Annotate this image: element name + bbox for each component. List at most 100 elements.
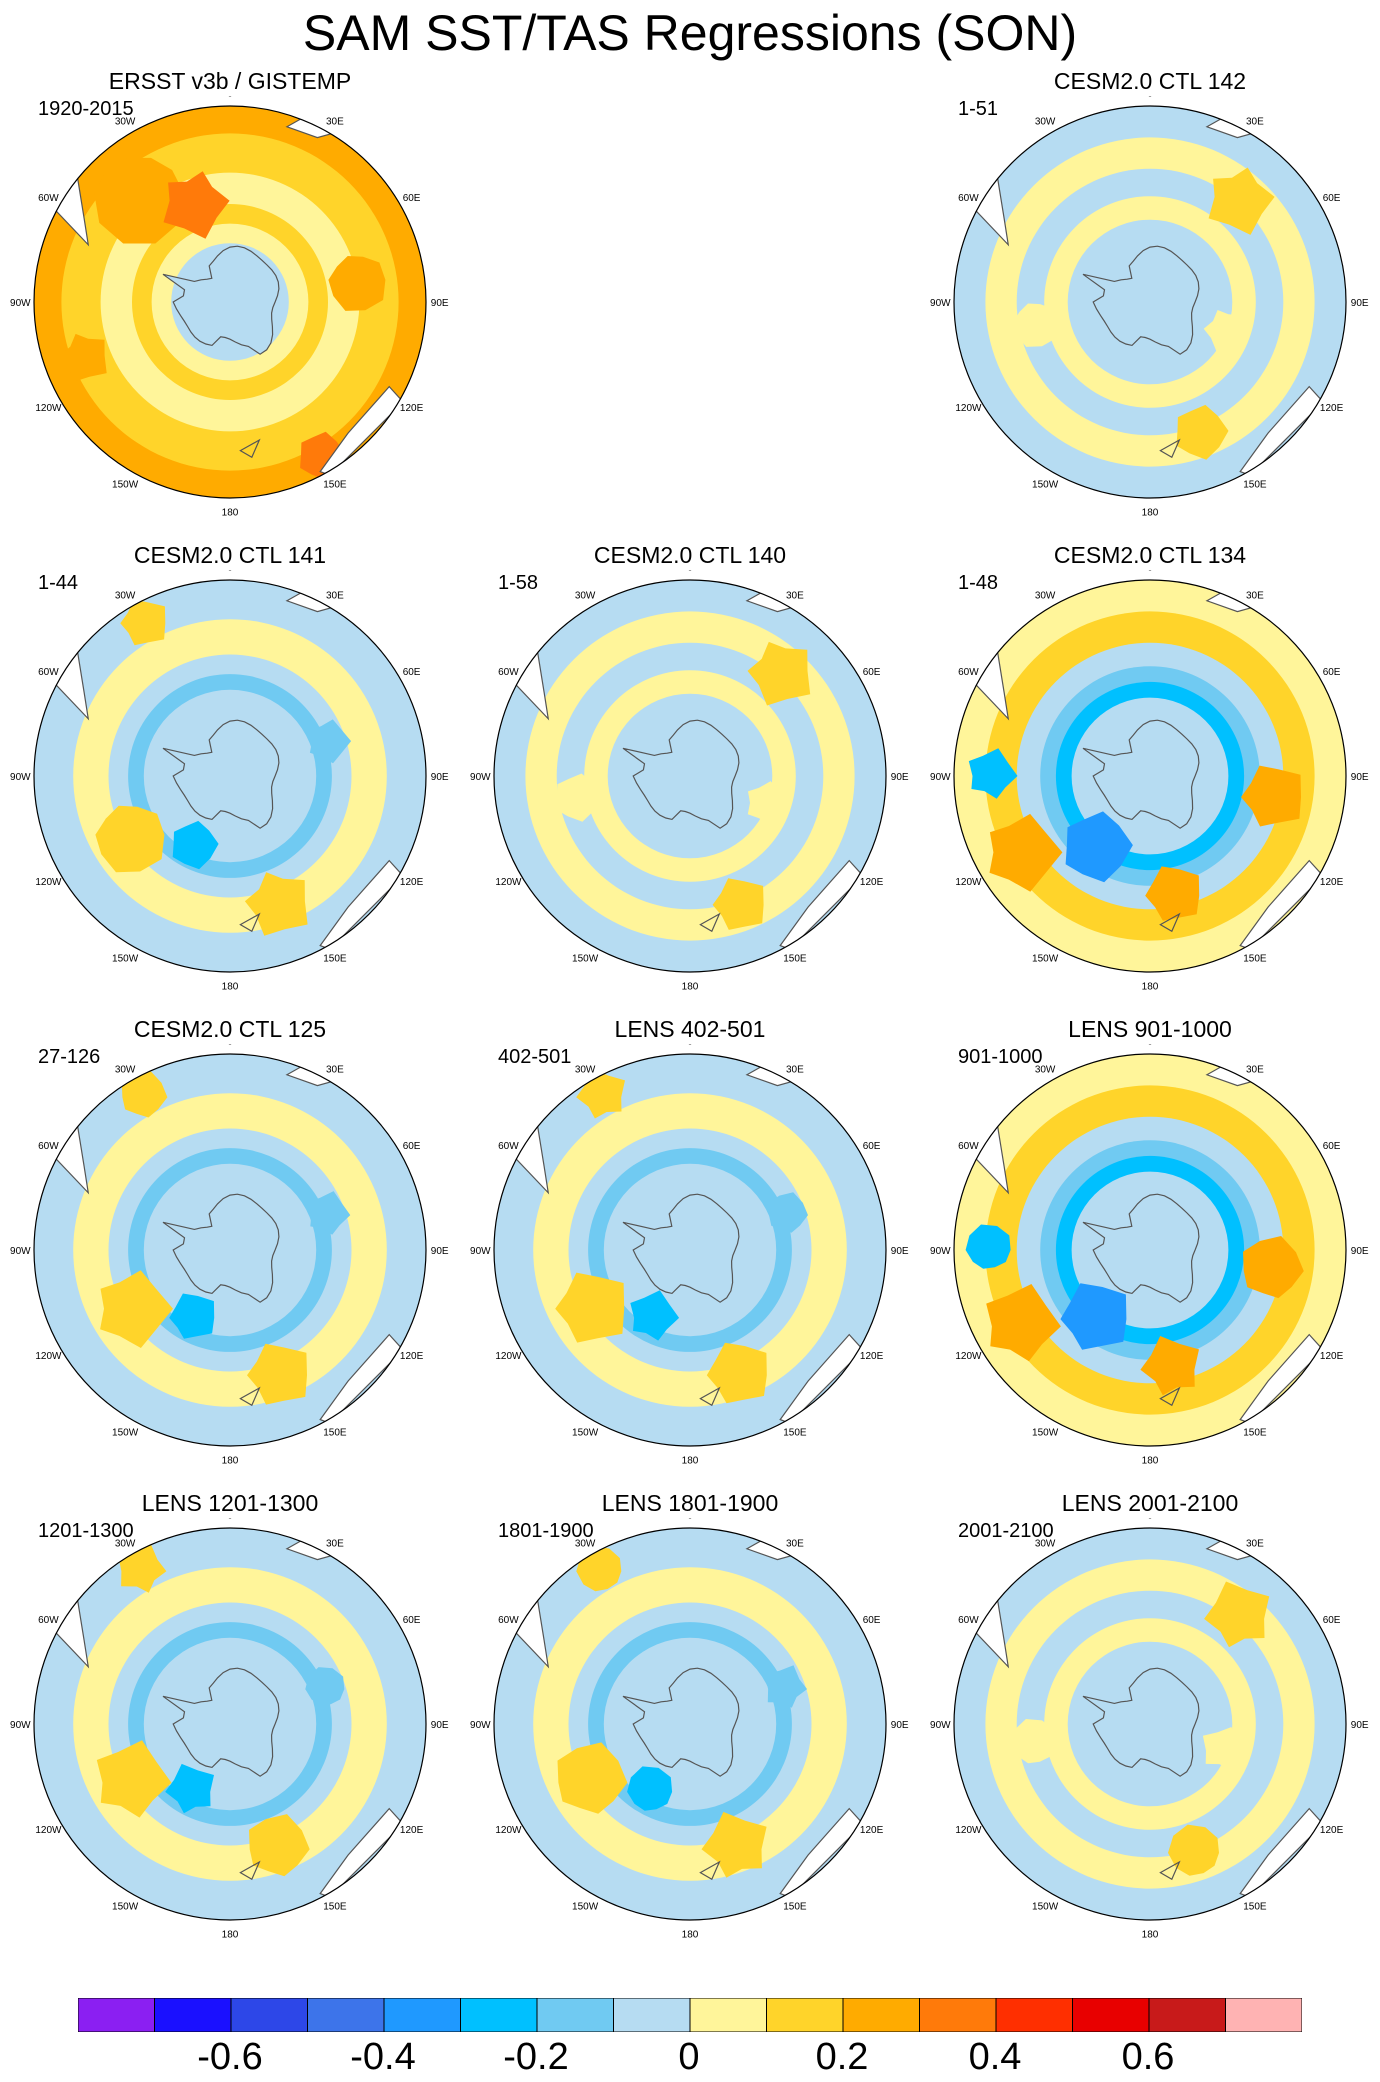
antarctica-coastline [162,1193,280,1303]
anomaly-patch [1202,1727,1245,1770]
anomaly-patch [712,878,764,930]
new-zealand-coastline [699,1860,721,1881]
longitude-label: 90W [470,772,491,783]
polar-map: 0 30E 60E 90E 120E 150E 180 150W 120W 90W 60W 30W [930,1518,1369,1941]
longitude-label: 60W [958,1141,979,1152]
longitude-label: 120E [1320,877,1344,888]
longitude-label: 90W [10,1720,31,1731]
longitude-label: 90E [1351,772,1369,783]
anomaly-patch [1243,1236,1304,1299]
new-zealand-coastline [239,912,261,933]
longitude-label: 60W [38,193,59,204]
longitude-label: 150W [1032,1428,1059,1439]
figure-title: SAM SST/TAS Regressions (SON) [302,5,1078,61]
longitude-label: 30W [575,1538,596,1549]
colorbar-swatch [383,1998,461,2032]
antarctica-coastline [622,719,740,829]
polar-map: 0 30E 60E 90E 120E 150E 180 150W 120W 90W 60W 30W [10,96,449,519]
anomaly-patch [1208,167,1275,235]
map-panel: LENS 402-501 402-501 0 30E 60E 90E 120E 150E 1… [460,1016,920,1488]
longitude-label: 180 [222,1930,239,1941]
longitude-label: 60E [1323,1141,1341,1152]
colorbar-swatch [78,1998,155,2032]
panel-title: LENS 901-1000 [1068,1016,1232,1042]
longitude-label: 120E [860,1825,884,1836]
map-panel: CESM2.0 CTL 134 1-48 0 30E 60E 90E 120E 150E 1… [920,542,1380,1014]
polar-map: 0 30E 60E 90E 120E 150E 180 150W 120W 90W 60W 30W [930,570,1369,993]
longitude-label: 30E [326,116,344,127]
longitude-label: 120W [495,877,522,888]
longitude-label: 30E [786,590,804,601]
longitude-label: 90E [1351,1720,1369,1731]
map-boundary [953,1527,1347,1921]
longitude-label: 60E [1323,667,1341,678]
longitude-label: 120W [35,1825,62,1836]
map-panel: CESM2.0 CTL 142 1-51 0 30E 60E 90E 120E 150E 1… [920,68,1380,540]
longitude-label: 60E [863,1615,881,1626]
polar-map: 0 30E 60E 90E 120E 150E 180 150W 120W 90W 60W 30W [930,1044,1369,1467]
anomaly-patch [1010,1719,1056,1764]
polar-map: 0 30E 60E 90E 120E 150E 180 150W 120W 90W 60W 30W [10,1044,449,1467]
longitude-label: 60W [38,667,59,678]
anomaly-patch [765,1665,808,1708]
longitude-label: 150E [1243,1902,1267,1913]
colorbar-swatch [613,1998,691,2032]
map-panel: LENS 1801-1900 1801-1900 0 30E 60E 90E 120E 1… [460,1490,920,1962]
longitude-label: 30W [575,590,596,601]
longitude-label: 0 [227,570,233,573]
longitude-label: 0 [227,1044,233,1047]
new-zealand-coastline [1159,1386,1181,1407]
panel-years: 1-44 [38,572,79,594]
longitude-label: 60E [863,667,881,678]
longitude-label: 180 [682,982,699,993]
map-boundary [33,105,427,499]
longitude-label: 150E [323,954,347,965]
longitude-label: 60W [498,1615,519,1626]
map-boundary [493,579,887,973]
longitude-label: 30E [326,590,344,601]
anomaly-patch [120,599,166,646]
anomaly-patch [627,1766,673,1811]
anomaly-patch [1012,303,1058,347]
colorbar-label: -0.2 [503,2036,569,2078]
panel-years: 402-501 [498,1046,572,1068]
longitude-label: 90W [10,298,31,309]
polar-map: 0 30E 60E 90E 120E 150E 180 150W 120W 90W 60W 30W [930,96,1369,519]
longitude-label: 60W [958,193,979,204]
antarctica-coastline [1082,245,1200,355]
longitude-label: 150W [1032,954,1059,965]
longitude-label: 150E [323,1428,347,1439]
anomaly-patch [630,1290,680,1341]
longitude-label: 120E [400,1351,424,1362]
longitude-label: 180 [222,1456,239,1467]
longitude-label: 60E [403,1141,421,1152]
longitude-label: 30E [326,1538,344,1549]
anomaly-patch [1140,1336,1199,1396]
anomaly-patch [247,1343,307,1405]
colorbar-label: 0.6 [1121,2036,1175,2078]
longitude-label: 150E [1243,1428,1267,1439]
longitude-label: 60E [403,1615,421,1626]
longitude-label: 120W [955,1351,982,1362]
map-panel: CESM2.0 CTL 140 1-58 0 30E 60E 90E 120E 150E 1… [460,542,920,1014]
antarctica-coastline [162,1667,280,1777]
new-zealand-coastline [239,438,261,459]
anomaly-patch [986,1284,1061,1362]
longitude-label: 120E [1320,403,1344,414]
longitude-label: 90E [891,772,909,783]
map-boundary [953,105,1347,499]
anomaly-patch [557,1742,628,1814]
polar-map: 0 30E 60E 90E 120E 150E 180 150W 120W 90W 60W 30W [10,1518,449,1941]
longitude-label: 60W [958,1615,979,1626]
longitude-label: 90W [930,298,951,309]
map-panel: LENS 901-1000 901-1000 0 30E 60E 90E 120E 150… [920,1016,1380,1488]
longitude-label: 120W [35,403,62,414]
antarctica-coastline [622,1667,740,1777]
anomaly-patch [1204,1581,1270,1648]
anomaly-patch [555,1272,625,1343]
longitude-label: 90W [930,1720,951,1731]
longitude-label: 120W [955,877,982,888]
longitude-label: 60E [863,1141,881,1152]
anomaly-patch [768,1192,808,1233]
longitude-label: 30E [1246,1538,1264,1549]
